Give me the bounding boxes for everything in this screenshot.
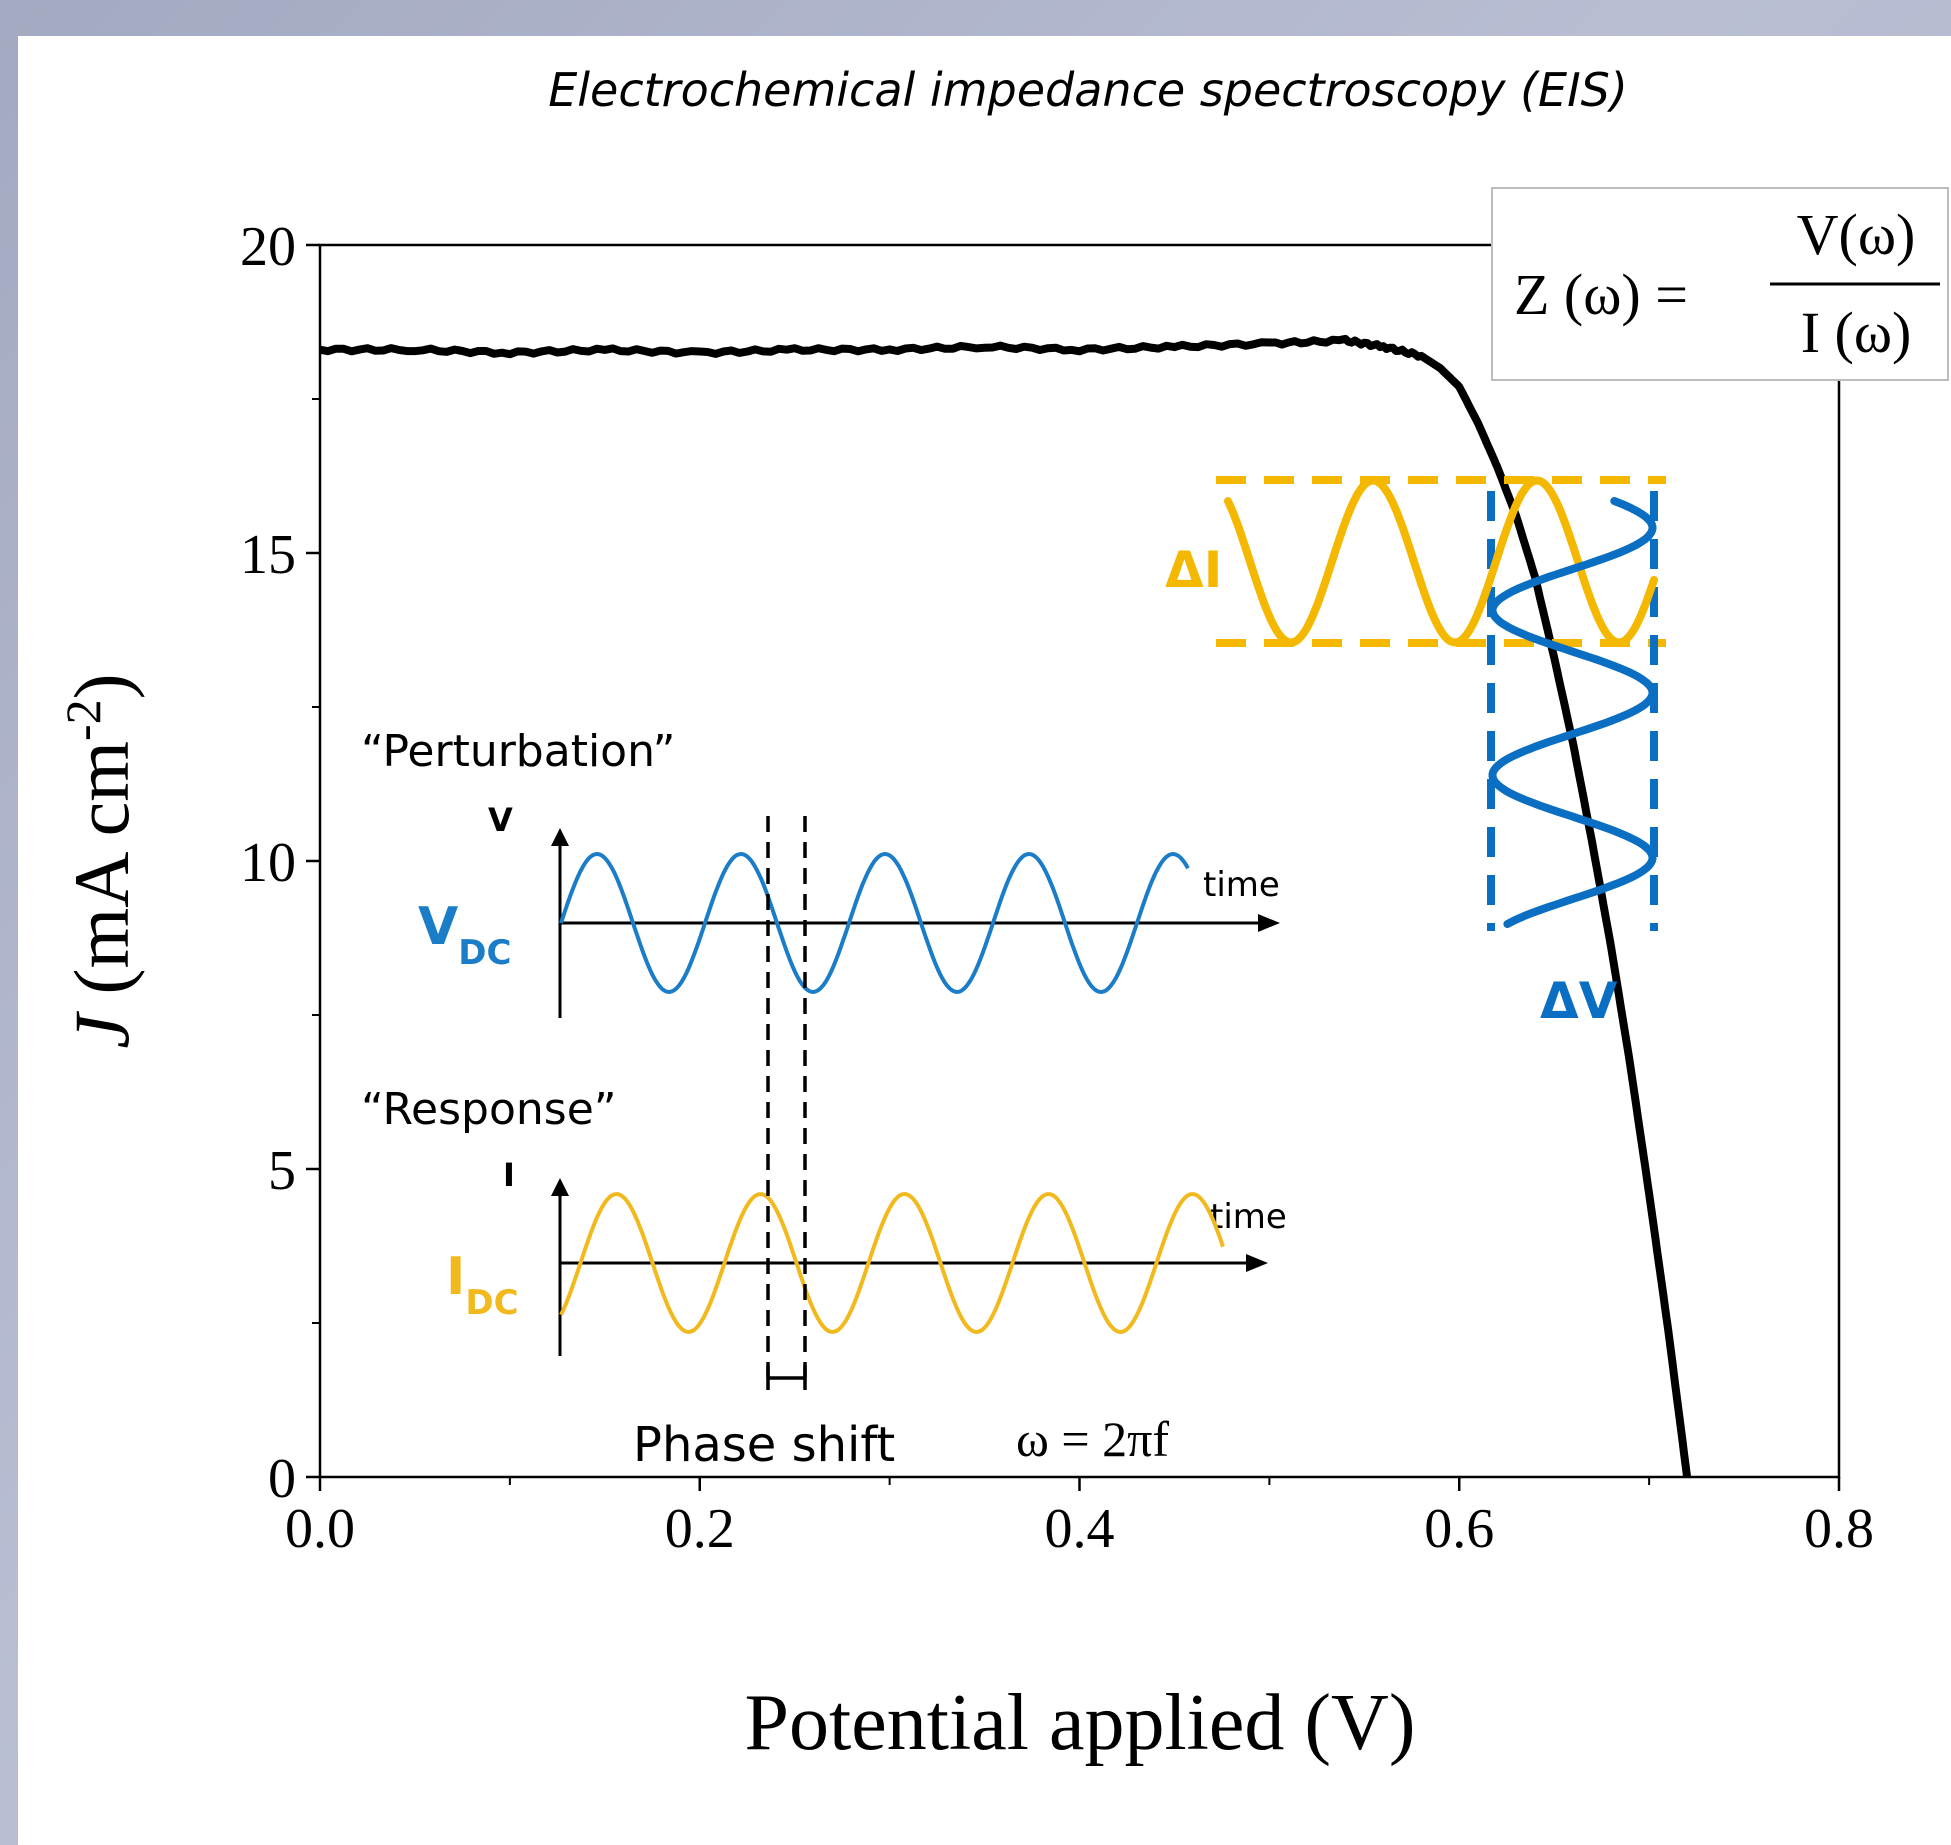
angular-frequency-formula: ω = 2πf [1016,1411,1169,1467]
jv-curve-series [320,334,1692,1477]
idc-label-sub: DC [465,1283,518,1323]
y-axis-label-unit: (mA cm [58,741,145,1014]
y-axis-label-sup: -2 [55,699,111,741]
plot-frame [318,243,1841,1479]
figure-title: Electrochemical impedance spectroscopy (… [548,63,1628,117]
voltage-time-arrowhead [1258,914,1280,932]
phase-shift-bracket [766,1366,807,1390]
current-axis-label: I [503,1156,515,1194]
perturbation-overlay: ΔI ΔV [1165,476,1666,1030]
y-tick-label: 15 [240,524,296,586]
perturbation-voltage-wave [559,851,1190,995]
x-tick-label: 0.2 [665,1498,735,1560]
y-axis-label: J (mA cm-2) [55,673,145,1048]
delta-i-label: ΔI [1165,541,1222,599]
delta-v-label: ΔV [1540,972,1618,1030]
time-label-bottom: time [1210,1197,1287,1237]
y-axis-label-var: J [58,1011,145,1049]
x-tick-label: 0.6 [1424,1498,1494,1560]
x-tick-label: 0.8 [1804,1498,1874,1560]
vdc-label-sub: DC [458,933,511,973]
y-tick-label: 0 [268,1448,296,1510]
x-tick-label: 0.4 [1045,1498,1115,1560]
voltage-axis-label: V [488,801,513,839]
y-tick-label: 10 [240,832,296,894]
axis-ticks: 0.0 0.2 0.4 0.6 0.8 0 5 10 15 20 [240,216,1874,1560]
figure-canvas: Electrochemical impedance spectroscopy (… [55,63,1949,1767]
impedance-formula: Z (ω) = V(ω) I (ω) [1491,187,1949,381]
voltage-oscillation-wave [1488,497,1657,928]
voltage-axis-arrowhead [551,828,569,846]
vdc-label-main: V [418,897,458,957]
y-tick-label: 5 [268,1140,296,1202]
x-axis-label: Potential applied (V) [745,1679,1416,1767]
y-axis-label-close: ) [58,673,145,699]
current-axis-arrowhead [551,1178,569,1196]
eis-figure: Electrochemical impedance spectroscopy (… [18,36,1951,1845]
current-oscillation-wave [1224,476,1658,647]
formula-numerator: V(ω) [1797,202,1916,267]
response-label: “Response” [361,1084,617,1135]
current-time-arrowhead [1246,1254,1268,1272]
eis-schematic-inset: “Perturbation” V VDC time “Response” I I… [361,726,1287,1473]
idc-label: IDC [446,1247,519,1323]
phase-shift-label: Phase shift [633,1417,895,1473]
x-tick-label: 0.0 [285,1498,355,1560]
response-current-wave [559,1191,1225,1335]
idc-label-main: I [446,1247,465,1307]
perturbation-label: “Perturbation” [361,726,675,777]
formula-denominator: I (ω) [1801,300,1912,365]
y-tick-label: 20 [240,216,296,278]
vdc-label: VDC [418,897,511,973]
time-label-top: time [1203,865,1280,905]
formula-lhs: Z (ω) = [1514,262,1688,327]
